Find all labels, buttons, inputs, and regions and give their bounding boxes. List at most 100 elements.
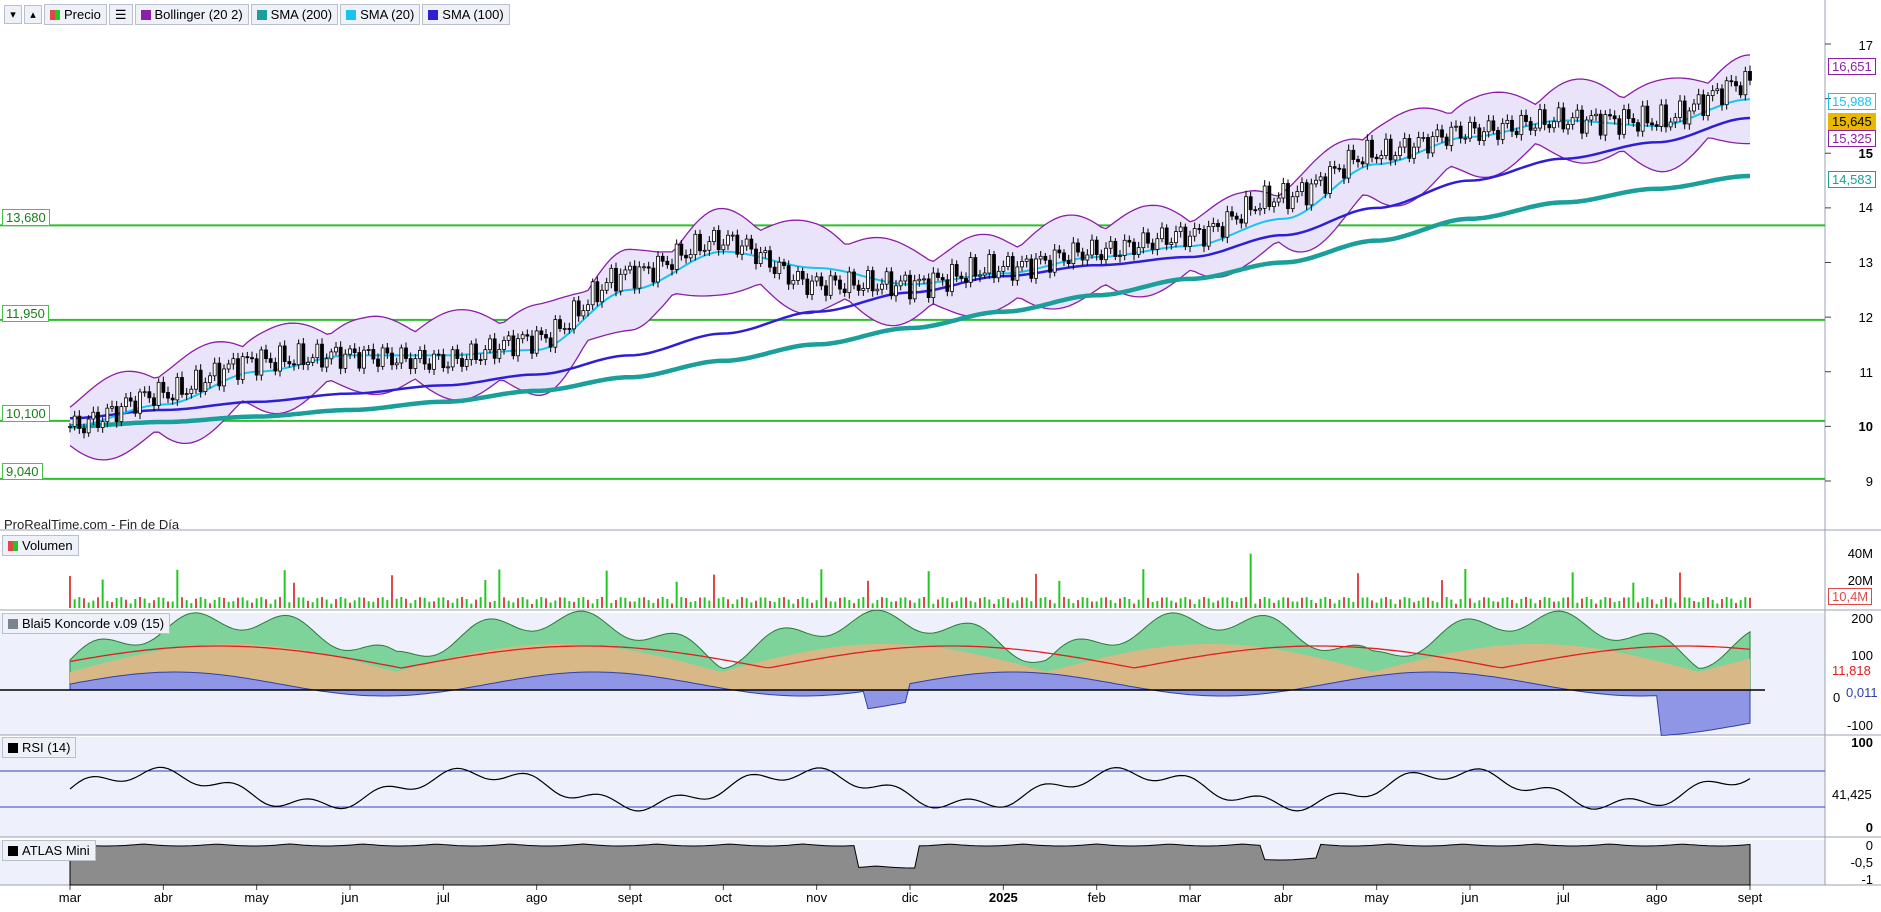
legend-sma20[interactable]: SMA (20)	[340, 4, 421, 25]
candle-body	[1608, 114, 1612, 117]
volume-bar	[129, 603, 132, 608]
koncorde-legend[interactable]: Blai5 Koncorde v.09 (15)	[2, 613, 171, 634]
legend-price[interactable]: Precio	[44, 4, 107, 25]
candle-body	[693, 233, 698, 255]
volume-bar	[806, 598, 809, 608]
x-axis-label: may	[1364, 890, 1389, 905]
candle-body	[1034, 258, 1038, 279]
candle-body	[810, 280, 814, 295]
x-axis-label: 2025	[989, 890, 1018, 905]
candle-body	[674, 243, 679, 270]
volume-bar	[283, 570, 286, 608]
volume-bar	[871, 603, 874, 608]
collapse-button[interactable]: ▾	[4, 5, 22, 24]
legend-sma200[interactable]: SMA (200)	[250, 4, 339, 25]
candle-body	[1071, 242, 1076, 264]
candle-body	[492, 338, 497, 359]
volume-bar	[969, 600, 972, 608]
volume-bar	[843, 597, 846, 608]
candle-body	[637, 266, 642, 289]
volume-bar	[862, 597, 865, 608]
volume-bar	[400, 597, 403, 608]
candle-body	[156, 381, 161, 406]
legend-sma100[interactable]: SMA (100)	[422, 4, 510, 25]
candle-body	[1472, 121, 1477, 129]
volume-bar	[223, 597, 225, 608]
candle-body	[82, 428, 86, 434]
candle-body	[231, 358, 236, 365]
expand-button[interactable]: ▴	[24, 5, 42, 24]
volume-bar	[479, 597, 482, 608]
volume-bar	[997, 599, 1000, 608]
x-axis-label: jul	[1556, 890, 1570, 905]
rsi-tick: 0	[1865, 820, 1873, 835]
volume-bar	[685, 598, 687, 608]
volume-bar	[1707, 597, 1709, 608]
volume-bar	[1305, 597, 1308, 608]
volume-bar	[1156, 600, 1159, 608]
volume-legend[interactable]: Volumen	[2, 535, 79, 556]
x-axis-label: sept	[1738, 890, 1763, 905]
candle-body	[1155, 238, 1160, 250]
candle-body	[1430, 136, 1435, 154]
volume-bar	[1254, 603, 1257, 608]
legend-bollinger[interactable]: Bollinger (20 2)	[134, 4, 249, 25]
candle-body	[1486, 120, 1491, 133]
volume-bar	[689, 601, 692, 608]
candle-body	[656, 255, 660, 283]
x-axis-label: ago	[526, 890, 548, 905]
volume-bar	[1259, 598, 1261, 608]
candle-body	[1290, 196, 1295, 210]
candle-body	[1234, 215, 1239, 220]
candle-body	[441, 354, 446, 368]
candle-body	[534, 330, 539, 354]
volume-bar	[1263, 597, 1266, 608]
candle-body	[427, 363, 432, 370]
candle-body	[1104, 247, 1108, 261]
volume-bar	[1319, 598, 1322, 608]
volume-bar	[596, 598, 599, 608]
volume-bar	[881, 597, 883, 608]
volume-bar	[909, 600, 911, 608]
volume-bar	[1240, 598, 1243, 608]
volume-bar	[1660, 599, 1663, 608]
volume-bar	[1464, 569, 1467, 608]
volume-bar	[1189, 599, 1191, 608]
atlas-legend[interactable]: ATLAS Mini	[2, 840, 96, 861]
volume-bar	[563, 597, 566, 608]
candle-body	[1491, 120, 1496, 131]
volume-bar	[503, 597, 505, 608]
candle-body	[511, 335, 516, 357]
candle-body	[124, 397, 128, 407]
candle-body	[1183, 226, 1188, 247]
volume-bar	[638, 597, 641, 608]
volume-bar	[1380, 598, 1383, 608]
candle-body	[1449, 126, 1454, 146]
volume-bar	[456, 598, 459, 608]
volume-bar	[549, 602, 552, 608]
candle-body	[1636, 122, 1640, 132]
list-button[interactable]: ☰	[108, 4, 133, 25]
volume-bar	[106, 600, 109, 608]
volume-bar	[1548, 597, 1551, 608]
tag-bollinger-upper: 16,651	[1828, 58, 1876, 75]
candle-body	[226, 363, 231, 370]
candle-body	[1477, 127, 1482, 141]
candle-body	[1038, 255, 1043, 260]
volume-bar	[1030, 601, 1033, 608]
volume-bar	[610, 603, 613, 608]
bollinger-swatch-icon	[140, 9, 151, 20]
candle-body	[1169, 242, 1174, 245]
volume-bar	[307, 600, 309, 608]
rsi-legend[interactable]: RSI (14)	[2, 737, 77, 758]
volume-bar	[293, 582, 295, 608]
candle-body	[1094, 239, 1099, 255]
volume-bar	[825, 597, 827, 608]
volume-bar	[591, 603, 594, 608]
volume-bar	[386, 599, 389, 608]
volume-bar	[699, 597, 701, 608]
volume-bar	[335, 599, 337, 608]
candle-body	[730, 234, 735, 237]
candle-body	[1239, 218, 1244, 224]
candle-body	[310, 357, 315, 363]
